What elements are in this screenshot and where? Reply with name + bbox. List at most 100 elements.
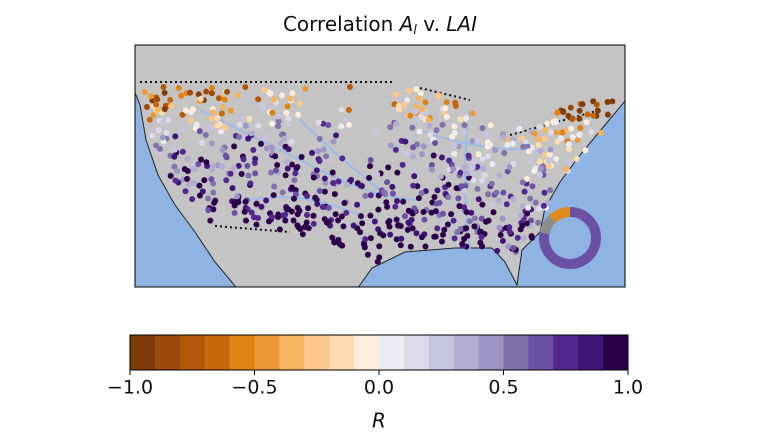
station [345,121,352,128]
station [188,117,195,124]
station [294,204,301,211]
station [310,174,317,181]
station [516,125,523,132]
station [485,191,492,198]
station [330,138,337,145]
station [477,229,484,236]
station [401,213,408,220]
station [557,135,564,142]
station [197,95,204,102]
station [222,152,229,159]
station [282,211,289,218]
station [407,243,414,250]
station [565,141,572,148]
station [495,197,502,204]
station [439,121,446,128]
colorbar-bin [528,335,554,370]
station [588,128,595,135]
station [371,218,378,225]
station [485,153,492,160]
station [221,96,228,103]
station [500,134,507,141]
station [420,209,427,216]
station [452,103,459,110]
station [208,85,215,92]
station [203,159,210,166]
station [474,137,481,144]
colorbar-bin [453,335,480,370]
station [279,92,286,99]
station [199,139,206,146]
station [195,91,202,98]
station [205,195,212,202]
station [419,151,426,158]
station [242,84,249,91]
station [234,193,241,200]
station [478,234,485,241]
station [545,162,552,169]
station [344,181,351,188]
station [221,124,228,131]
station [269,120,276,127]
station [387,231,394,238]
station [314,201,321,208]
station [212,197,219,204]
station [384,179,391,186]
colorbar-tick-label: −0.5 [231,377,277,399]
station [438,173,445,180]
station [141,89,148,96]
station [348,176,355,183]
station [541,135,548,142]
station [443,113,450,120]
station [273,167,280,174]
colorbar-bin [503,335,529,370]
station [532,165,539,172]
station [340,223,347,230]
station [464,232,471,239]
station [255,214,262,221]
station [479,156,486,163]
station [241,208,248,215]
station [338,106,345,113]
station [554,109,561,116]
station [207,125,214,132]
station [263,145,270,152]
station [149,132,156,139]
station [179,148,186,155]
station [281,135,288,142]
station [519,203,526,210]
colorbar-tick-label: 0.0 [364,377,394,399]
station [420,143,427,150]
station [350,222,357,229]
station [285,146,292,153]
station [303,219,310,226]
colorbar-bin [179,335,206,370]
station [395,103,402,110]
station [335,236,342,243]
station [415,195,422,202]
station [302,85,309,92]
station [316,187,323,194]
station [171,163,178,170]
station [466,218,473,225]
inset-donut [539,207,601,269]
station [270,96,277,103]
station [401,101,408,108]
station [565,159,572,166]
station [219,104,226,111]
colorbar-tick-label: 0.5 [488,377,518,399]
station [425,116,432,123]
station [487,142,494,149]
station [499,215,506,222]
station [335,217,342,224]
colorbar-bin [130,335,156,370]
station [175,85,182,92]
station [218,128,225,135]
station [569,116,576,123]
station [402,138,409,145]
station [523,220,530,227]
station [518,135,525,142]
station [464,170,471,177]
station [496,172,503,179]
station [275,113,282,120]
